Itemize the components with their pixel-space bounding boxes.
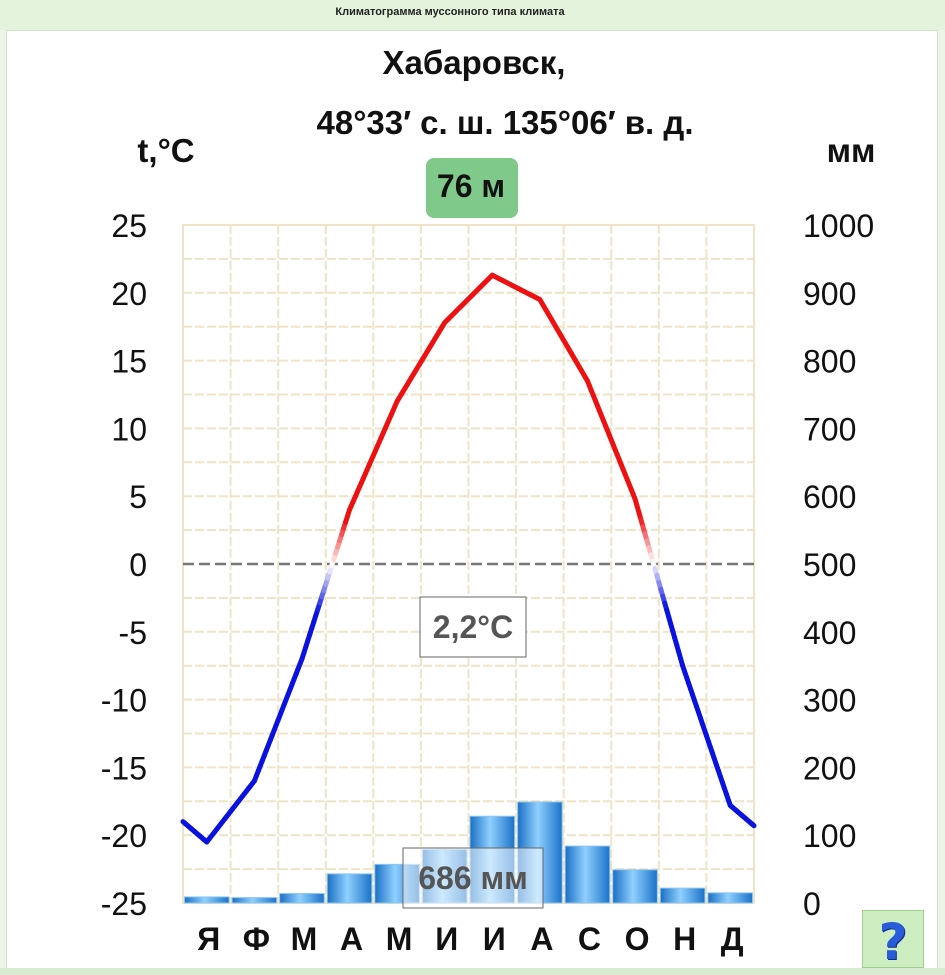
annual-temperature-label: 2,2°C [433,609,513,645]
y-right-tick-label: 400 [803,615,856,651]
month-label: С [578,921,601,957]
month-label: А [340,921,363,957]
y-right-tick-label: 1000 [803,208,874,244]
y-left-tick-label: 5 [129,479,147,515]
y-left-tick-label: 0 [129,547,147,583]
month-label: Н [673,921,696,957]
y-right-tick-label: 0 [803,886,821,922]
y-left-tick-label: 25 [111,208,147,244]
y-right-axis-label: мм [827,132,876,169]
precipitation-bar [659,887,706,904]
annual-precipitation-box [402,847,544,909]
elevation-label: 76 м [437,168,505,204]
y-left-tick-label: -20 [101,818,147,854]
y-left-tick-label: -5 [119,615,147,651]
month-label: И [483,921,506,957]
chart-subtitle: 48°33′ с. ш. 135°06′ в. д. [316,104,693,141]
y-right-tick-label: 800 [803,344,856,380]
y-left-tick-label: -15 [101,750,147,786]
y-right-tick-label: 900 [803,276,856,312]
month-label: М [291,921,318,957]
precipitation-bar [707,892,754,904]
y-left-tick-label: -10 [101,683,147,719]
month-label: О [625,921,650,957]
y-left-axis-label: t,°C [137,132,194,169]
y-right-tick-label: 700 [803,411,856,447]
y-right-tick-label: 600 [803,479,856,515]
window-title: Климатограмма муссонного типа климата [335,6,565,18]
y-right-tick-label: 500 [803,547,856,583]
precipitation-bar [326,873,373,904]
month-label: А [530,921,553,957]
question-mark-icon: ? [878,913,908,971]
y-left-tick-label: 10 [111,411,147,447]
y-left-tick-label: 20 [111,276,147,312]
y-right-tick-label: 100 [803,818,856,854]
temperature-line-segment [750,822,757,829]
precipitation-bar [564,845,611,904]
elevation-badge [426,158,518,218]
annual-precipitation-label: 686 мм [418,860,528,896]
month-label: Д [721,921,744,957]
month-label: М [386,921,413,957]
precipitation-bar [279,893,325,904]
month-label: И [435,921,458,957]
precipitation-bar [184,896,230,904]
month-label: Я [197,921,220,957]
y-right-tick-label: 300 [803,683,856,719]
title-bar: Климатограмма муссонного типа климата [0,0,945,30]
annual-temperature-box [419,596,527,658]
y-left-tick-label: -25 [101,886,147,922]
chart-title: Хабаровск, [383,44,566,81]
panel-footer [0,968,945,975]
y-right-tick-label: 200 [803,750,856,786]
precipitation-bar [612,869,658,904]
y-left-tick-label: 15 [111,344,147,380]
help-button[interactable]: ? [862,910,924,971]
month-label: Ф [243,921,270,957]
precipitation-bar [231,897,278,904]
